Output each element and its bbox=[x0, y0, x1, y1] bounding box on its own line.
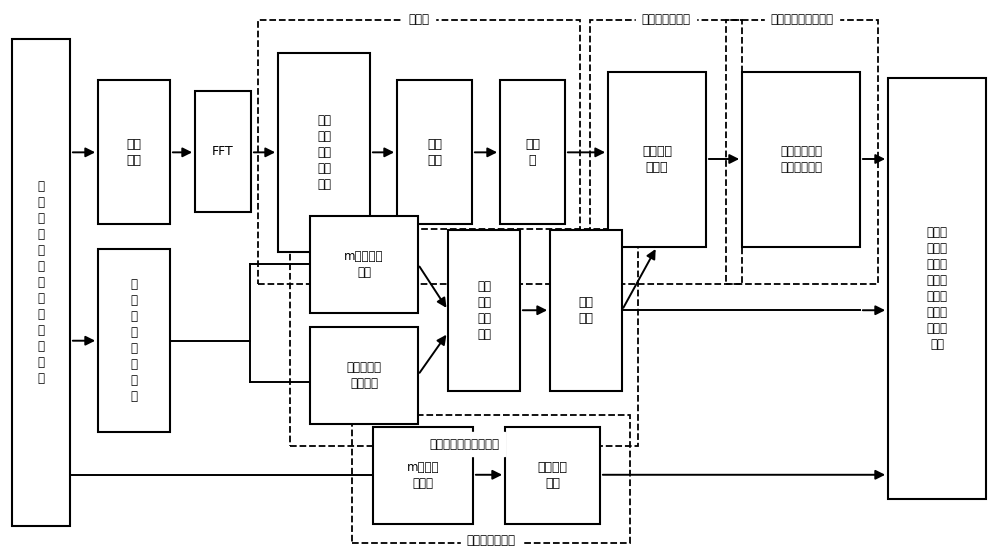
Bar bbox=[98, 249, 170, 432]
Bar bbox=[98, 80, 170, 224]
Text: m元方位
角信息: m元方位 角信息 bbox=[407, 460, 439, 490]
Bar bbox=[448, 230, 520, 391]
Bar bbox=[352, 416, 630, 543]
Text: 得到航
行器的
深度、
最近距
离、方
位角和
速度的
估计: 得到航 行器的 深度、 最近距 离、方 位角和 速度的 估计 bbox=[926, 225, 948, 351]
Text: 声压
信息: 声压 信息 bbox=[126, 138, 142, 167]
Text: 提取多普勒频移: 提取多普勒频移 bbox=[642, 13, 690, 27]
Text: 垂
直
矢
量
水
听
器
阵
列
接
收
数
据: 垂 直 矢 量 水 听 器 阵 列 接 收 数 据 bbox=[38, 180, 44, 385]
Bar bbox=[397, 80, 472, 224]
Bar bbox=[258, 20, 580, 284]
Text: 带通
滤波: 带通 滤波 bbox=[427, 138, 442, 167]
Bar bbox=[373, 427, 473, 524]
Text: 估计方位角信息: 估计方位角信息 bbox=[466, 534, 516, 547]
Bar bbox=[290, 229, 638, 446]
Bar bbox=[505, 427, 600, 524]
Bar bbox=[590, 20, 742, 284]
Text: 选择
存在
线谱
的小
区域: 选择 存在 线谱 的小 区域 bbox=[317, 114, 331, 191]
Bar bbox=[608, 72, 706, 247]
Text: 复数
化: 复数 化 bbox=[525, 138, 540, 167]
Bar bbox=[742, 72, 860, 247]
Text: 线性
最小
二乘
拟合: 线性 最小 二乘 拟合 bbox=[477, 280, 491, 341]
Text: FFT: FFT bbox=[212, 145, 234, 158]
Bar bbox=[310, 327, 418, 424]
Bar bbox=[195, 91, 251, 212]
Text: 短时傅里
叶变换: 短时傅里 叶变换 bbox=[642, 145, 672, 174]
Bar bbox=[310, 216, 418, 313]
Bar bbox=[726, 20, 878, 284]
Text: 正横时刻与速度估计: 正横时刻与速度估计 bbox=[770, 13, 834, 27]
Bar bbox=[888, 78, 986, 499]
Bar bbox=[278, 53, 370, 252]
Bar bbox=[550, 230, 622, 391]
Text: 预处理: 预处理 bbox=[409, 13, 430, 27]
Text: 非线性最小二
乘法估计参数: 非线性最小二 乘法估计参数 bbox=[780, 145, 822, 174]
Text: 垂直矢量阵
位置信息: 垂直矢量阵 位置信息 bbox=[347, 361, 382, 390]
Text: 对深度和最近距离估计: 对深度和最近距离估计 bbox=[429, 438, 499, 451]
Bar bbox=[12, 39, 70, 526]
Text: 求方位角
估值: 求方位角 估值 bbox=[538, 460, 568, 490]
Bar bbox=[500, 80, 565, 224]
Text: 正横
距离: 正横 距离 bbox=[579, 296, 594, 325]
Text: m元俯仰角
信息: m元俯仰角 信息 bbox=[344, 250, 384, 279]
Text: 三
维
质
点
振
速
信
息: 三 维 质 点 振 速 信 息 bbox=[130, 278, 138, 403]
